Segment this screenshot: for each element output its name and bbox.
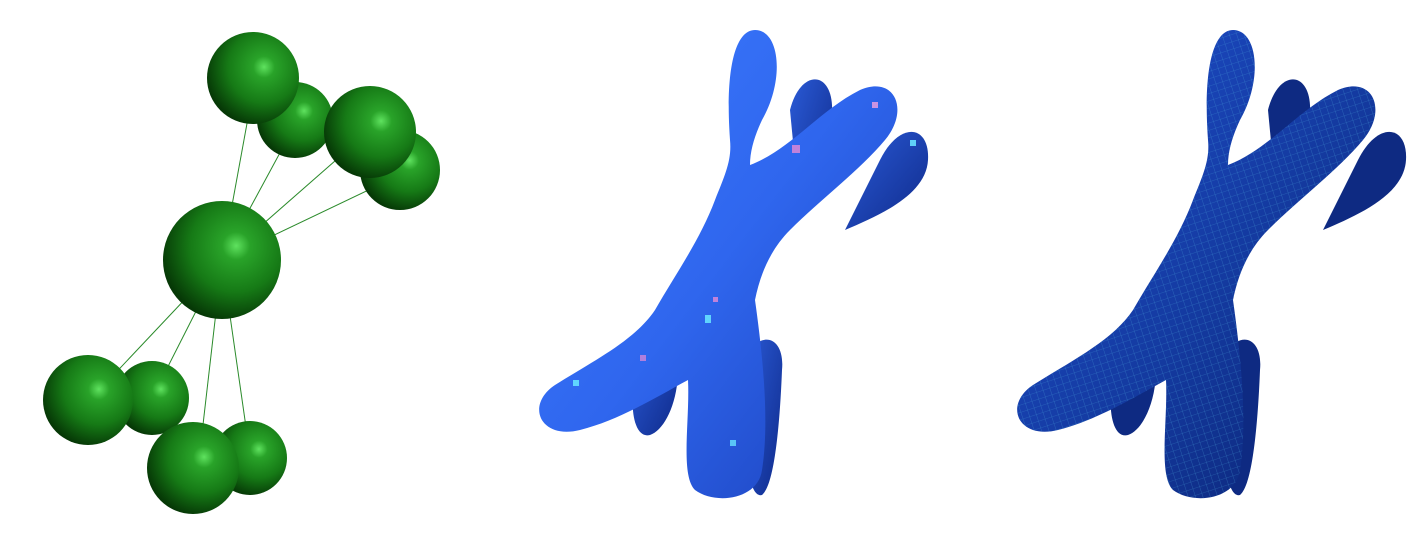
sphere-center-node — [163, 201, 281, 319]
sphere-skeleton-panel — [0, 0, 460, 545]
quad-mesh-surface-panel — [975, 0, 1423, 545]
sphere-node — [207, 32, 299, 124]
sphere-skeleton-figure — [43, 32, 440, 514]
sphere-node — [324, 86, 416, 178]
sphere-node — [115, 361, 189, 435]
sphere-node — [43, 355, 133, 445]
mesh-body — [1017, 30, 1407, 499]
quad-mesh-surface-figure — [1017, 30, 1407, 499]
blobby-surface-panel — [500, 0, 970, 545]
sphere-node — [147, 422, 239, 514]
mesh-wireframe — [1017, 30, 1376, 499]
surface-body — [539, 30, 929, 499]
blobby-surface-figure — [539, 30, 929, 499]
